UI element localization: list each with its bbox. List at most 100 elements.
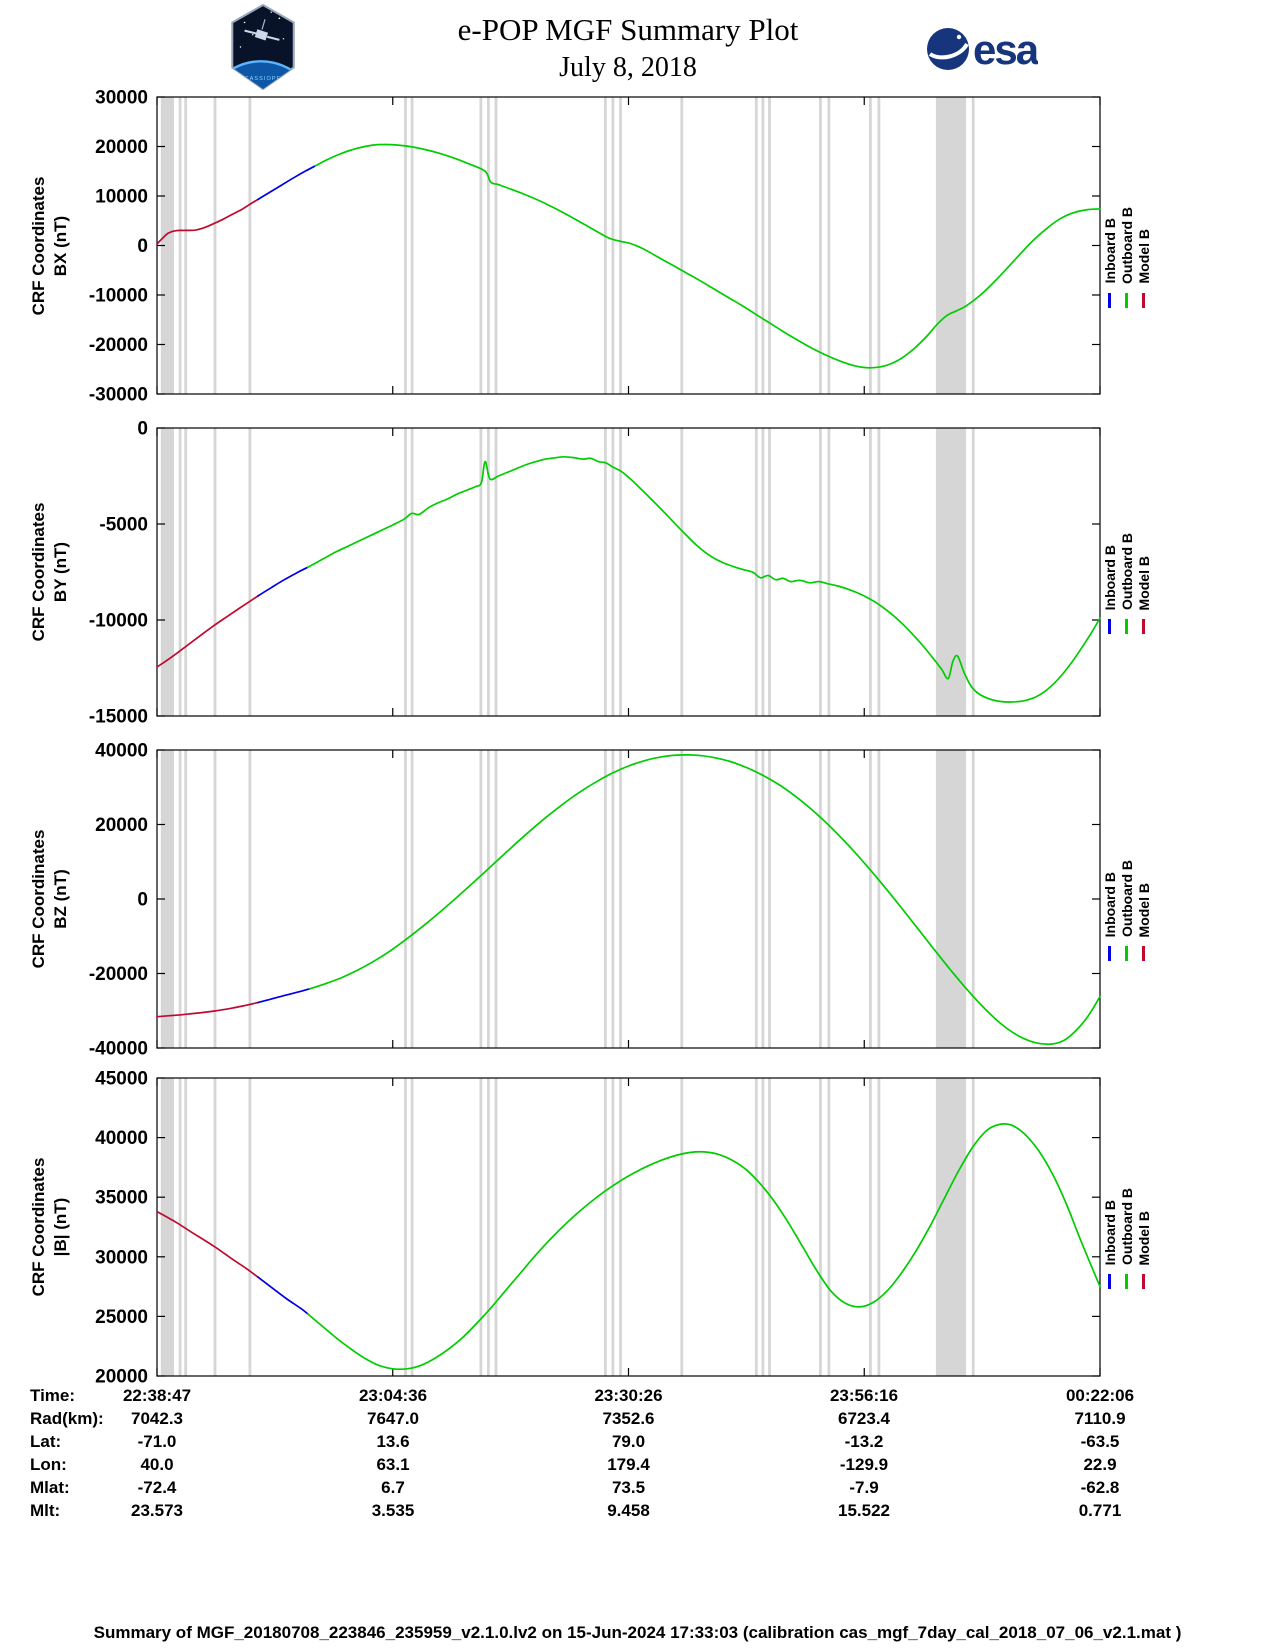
data-gap-band [494, 1078, 498, 1376]
y-tick-label: 40000 [95, 1128, 148, 1149]
legend-label: Outboard B [1118, 533, 1135, 610]
y-tick-label: -20000 [89, 335, 148, 356]
legend-label: Model B [1135, 882, 1152, 937]
data-gap-band [160, 428, 174, 716]
data-gap-band [877, 750, 881, 1048]
y-tick-label: 30000 [95, 88, 148, 109]
cell-lon-1: 63.1 [376, 1455, 410, 1474]
panel-bx: CRF Coordinates BX (nT) -30000 -20000 -10000… [0, 88, 1275, 406]
data-gap-band [819, 750, 822, 1048]
data-gap-band [479, 1078, 483, 1376]
data-gap-band [410, 97, 414, 394]
chart-bmag: 20000 25000 30000 35000 40000 45000 [95, 1069, 1101, 1388]
legend-mark-outboard-b [1125, 619, 1128, 634]
row-label-lat: Lat: [30, 1432, 62, 1451]
cell-lat-2: 79.0 [611, 1432, 646, 1451]
cell-mlat-3: -7.9 [849, 1478, 879, 1497]
data-gap-band [184, 1078, 188, 1376]
cassiope-label: CASSIOPE [245, 76, 282, 82]
series-inboard-b-bz [257, 987, 311, 1004]
data-gap-band [619, 750, 622, 1048]
cell-mlt-2: 9.458 [607, 1501, 650, 1520]
series-model-b-by [156, 595, 259, 668]
legend-bx: Inboard B Outboard B Model B [1101, 97, 1152, 394]
legend-item-outboard-b: Outboard B [1118, 837, 1135, 961]
data-gap-band [768, 97, 771, 394]
data-gap-band [479, 428, 483, 716]
data-gap-band [160, 97, 174, 394]
data-gap-band [404, 97, 407, 394]
data-gap-band [935, 97, 967, 394]
data-gap-band [971, 97, 975, 394]
legend-item-inboard-b: Inboard B [1101, 510, 1118, 634]
y-tick-label: 25000 [95, 1307, 148, 1328]
cell-time-2: 23:30:26 [594, 1386, 663, 1405]
legend-label: Outboard B [1118, 860, 1135, 937]
series-model-b-bz [156, 1001, 259, 1018]
chart-bz: -40000 -20000 0 20000 40000 [89, 741, 1101, 1060]
cell-time-3: 23:56:16 [829, 1386, 899, 1405]
panel-by: CRF Coordinates BY (nT) -15000 -10000 -5000 0… [0, 419, 1275, 728]
data-gap-band [761, 1078, 765, 1376]
legend-mark-outboard-b [1125, 1274, 1128, 1289]
data-gap-band [768, 1078, 771, 1376]
page-subtitle: July 8, 2018 [559, 52, 697, 83]
y-tick-label: -20000 [89, 964, 148, 985]
series-outboard-b-bz [308, 754, 1101, 1046]
series-model-b-bx [156, 198, 259, 245]
data-gap-band [213, 1078, 217, 1376]
y-tick-label: 0 [137, 419, 148, 440]
y-tick-label: 45000 [95, 1069, 148, 1090]
legend-mark-model-b [1142, 619, 1145, 634]
cell-mlat-2: 73.5 [611, 1478, 646, 1497]
data-gap-band [479, 97, 483, 394]
y-tick-label: 40000 [95, 741, 148, 762]
data-gap-band [768, 750, 771, 1048]
legend-mark-inboard-b [1108, 946, 1111, 961]
legend-mark-model-b [1142, 946, 1145, 961]
data-gap-band [487, 428, 490, 716]
cell-lat-3: -13.2 [844, 1432, 884, 1451]
data-gap-band [184, 428, 188, 716]
data-gap-band [604, 428, 607, 716]
panel-bz: CRF Coordinates BZ (nT) -40000 -20000 0 20000… [0, 741, 1275, 1060]
data-gap-band [869, 1078, 872, 1376]
legend-bz: Inboard B Outboard B Model B [1101, 750, 1152, 1048]
row-label-lon: Lon: [30, 1455, 67, 1474]
data-gap-band [487, 97, 490, 394]
data-gap-band [213, 750, 217, 1048]
data-gap-band [611, 428, 615, 716]
cell-mlat-0: -72.4 [137, 1478, 177, 1497]
cassiope-mission-patch-icon: CASSIOPE [231, 4, 295, 90]
y-tick-label: 35000 [95, 1188, 148, 1209]
cell-time-0: 22:38:47 [122, 1386, 192, 1405]
data-gap-band [611, 750, 615, 1048]
data-gap-band [869, 428, 872, 716]
data-gap-band [680, 428, 684, 716]
data-gap-band [869, 97, 872, 394]
data-gap-band [761, 428, 765, 716]
legend-item-model-b: Model B [1135, 837, 1152, 961]
data-gap-band [827, 1078, 831, 1376]
y-tick-label: -40000 [89, 1039, 148, 1060]
data-gap-band [410, 750, 414, 1048]
data-gap-band [487, 750, 490, 1048]
legend-label: Inboard B [1101, 544, 1118, 610]
cell-lat-1: 13.6 [376, 1432, 410, 1451]
page-title: e-POP MGF Summary Plot [457, 12, 799, 47]
series-outboard-b-bx [314, 143, 1101, 369]
data-gap-band [160, 1078, 174, 1376]
y-tick-label: 30000 [95, 1247, 148, 1268]
data-gap-band [935, 750, 967, 1048]
table-row-mlt: Mlt: 23.573 3.535 9.458 15.522 0.771 [0, 1501, 1275, 1524]
cell-lat-0: -71.0 [137, 1432, 177, 1451]
cell-time-4: 00:22:06 [1065, 1386, 1135, 1405]
cell-rad-km-2: 7352.6 [602, 1409, 655, 1428]
series-model-b-bmag [156, 1210, 259, 1278]
panel-bmag: CRF Coordinates |B| (nT) 20000 25000 30000 35… [0, 1069, 1275, 1388]
data-gap-band [971, 428, 975, 716]
cell-rad-km-0: 7042.3 [131, 1409, 183, 1428]
data-gap-band [184, 750, 188, 1048]
data-gap-band [494, 97, 498, 394]
y-tick-label: 20000 [95, 137, 148, 158]
